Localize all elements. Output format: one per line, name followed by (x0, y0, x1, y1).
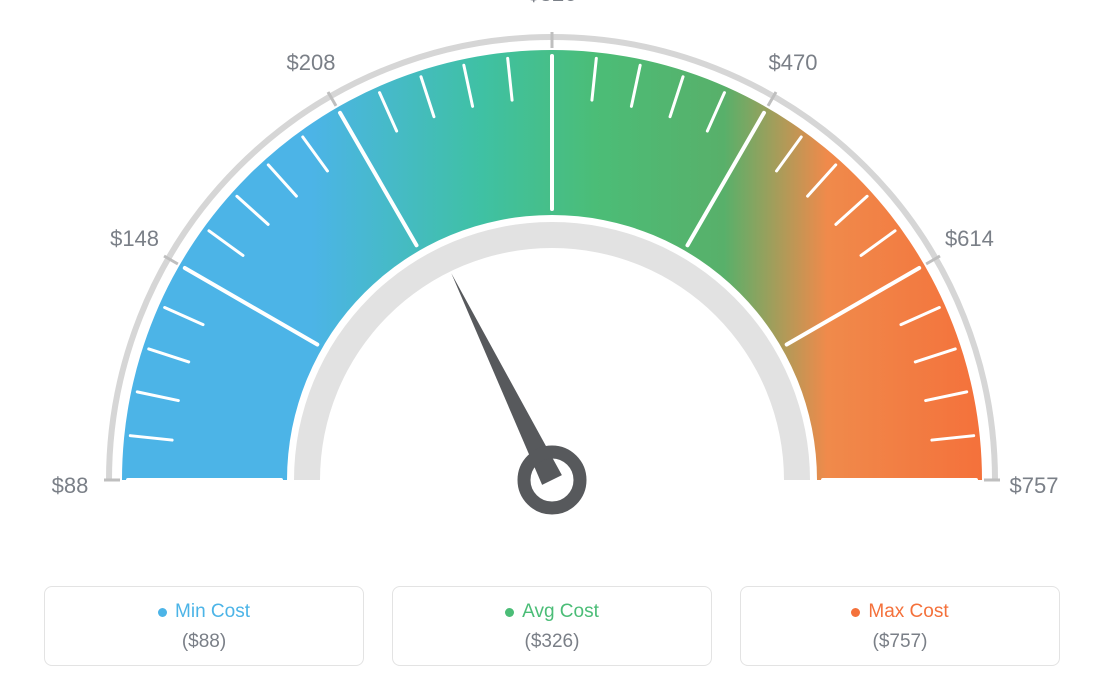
legend-dot-max (851, 608, 860, 617)
legend-card-min: Min Cost ($88) (44, 586, 364, 666)
gauge-area: $88 $148 $208 $326 $470 $614 $757 (0, 0, 1104, 560)
legend-label-avg: Avg Cost (522, 601, 599, 623)
legend-card-avg: Avg Cost ($326) (392, 586, 712, 666)
gauge-tick-label: $757 (1010, 473, 1059, 499)
gauge-tick-label: $88 (52, 473, 89, 499)
legend-value-avg: ($326) (403, 631, 701, 653)
gauge-tick-label: $326 (528, 0, 577, 7)
legend-dot-avg (505, 608, 514, 617)
gauge-svg (0, 0, 1104, 560)
legend-label-max: Max Cost (868, 601, 948, 623)
legend-card-max: Max Cost ($757) (740, 586, 1060, 666)
gauge-tick-label: $208 (287, 50, 336, 76)
legend-value-max: ($757) (751, 631, 1049, 653)
cost-gauge-widget: $88 $148 $208 $326 $470 $614 $757 Min Cost ($8… (0, 0, 1104, 690)
gauge-tick-label: $470 (769, 50, 818, 76)
gauge-tick-label: $614 (945, 226, 994, 252)
legend-row: Min Cost ($88) Avg Cost ($326) Max Cost … (0, 586, 1104, 666)
gauge-tick-label: $148 (110, 226, 159, 252)
legend-label-min: Min Cost (175, 601, 250, 623)
legend-dot-min (158, 608, 167, 617)
legend-value-min: ($88) (55, 631, 353, 653)
